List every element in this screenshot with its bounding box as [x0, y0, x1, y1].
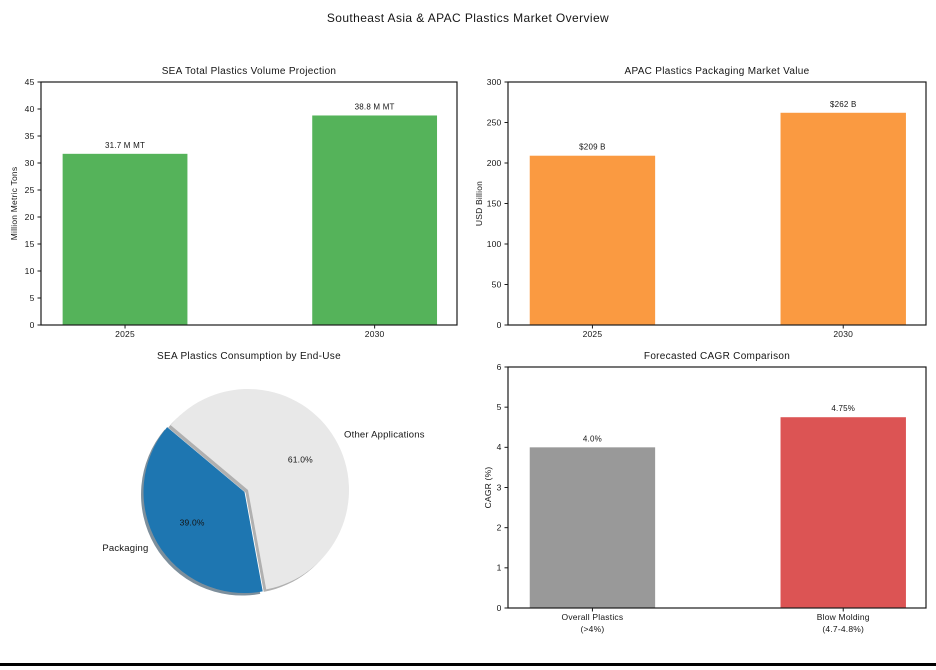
- y-tick-label: 6: [497, 362, 502, 372]
- y-axis-label: CAGR (%): [483, 467, 493, 509]
- chart-sea-volume: SEA Total Plastics Volume Projection Mill…: [9, 66, 458, 339]
- y-tick-label: 45: [25, 77, 35, 87]
- y-tick-label: 1: [497, 563, 502, 573]
- y-tick-label: 30: [25, 158, 35, 168]
- x-tick-label: 2030: [833, 329, 853, 339]
- y-tick-label: 5: [497, 402, 502, 412]
- pie-slice: [170, 388, 350, 590]
- y-tick-label: 25: [25, 185, 35, 195]
- bar: [312, 115, 438, 325]
- bar: [529, 155, 656, 325]
- chart-title: SEA Plastics Consumption by End-Use: [157, 351, 341, 362]
- pie-slice: [143, 427, 263, 594]
- bottom-rule: [0, 663, 936, 666]
- y-tick-label: 0: [497, 320, 502, 330]
- y-tick-label: 300: [487, 77, 502, 87]
- bar: [780, 417, 906, 608]
- axes-frame: [507, 366, 927, 609]
- y-tick-label: 10: [25, 266, 35, 276]
- y-tick-label: 3: [497, 482, 502, 492]
- y-tick-label: 40: [25, 104, 35, 114]
- y-tick-label: 0: [30, 320, 35, 330]
- y-tick-label: 4: [497, 442, 502, 452]
- y-tick-label: 2: [497, 523, 502, 533]
- y-tick-label: 50: [492, 279, 502, 289]
- y-tick-label: 150: [487, 198, 502, 208]
- bar: [529, 447, 656, 608]
- figure-title: Southeast Asia & APAC Plastics Market Ov…: [326, 11, 610, 25]
- x-tick-label: 2025: [583, 329, 603, 339]
- x-tick-label: (4.7-4.8%): [822, 624, 864, 634]
- bar-value-label: 38.8 M MT: [355, 102, 395, 111]
- y-tick-label: 0: [497, 603, 502, 613]
- chart-apac-value: APAC Plastics Packaging Market Value USD …: [474, 66, 927, 339]
- bar: [62, 153, 188, 325]
- bar: [780, 112, 906, 325]
- y-tick-label: 35: [25, 131, 35, 141]
- y-tick-label: 20: [25, 212, 35, 222]
- x-tick-label: 2025: [115, 329, 135, 339]
- bar-value-label: 4.0%: [583, 434, 602, 443]
- bar-value-label: 4.75%: [831, 404, 855, 413]
- chart-title: Forecasted CAGR Comparison: [644, 351, 790, 362]
- axes-frame: [40, 81, 458, 326]
- bar-value-label: 31.7 M MT: [105, 141, 145, 150]
- x-tick-label: Overall Plastics: [562, 612, 624, 622]
- axes-frame: [507, 81, 927, 326]
- y-tick-label: 100: [487, 239, 502, 249]
- chart-end-use-pie: SEA Plastics Consumption by End-Use Packa…: [102, 351, 425, 596]
- pie-slice-pct: 39.0%: [180, 518, 205, 528]
- x-tick-label: 2030: [365, 329, 385, 339]
- y-axis-label: USD Billion: [474, 181, 484, 226]
- pie-slice-label: Other Applications: [344, 429, 425, 440]
- y-tick-label: 5: [30, 293, 35, 303]
- y-tick-label: 15: [25, 239, 35, 249]
- pie-slice-label: Packaging: [102, 543, 148, 554]
- y-axis-label: Million Metric Tons: [9, 167, 19, 241]
- y-tick-label: 200: [487, 158, 502, 168]
- y-tick-label: 250: [487, 117, 502, 127]
- pie-slice-pct: 61.0%: [288, 455, 313, 465]
- bar-value-label: $262 B: [830, 100, 857, 109]
- bar-value-label: $209 B: [579, 143, 606, 152]
- chart-title: SEA Total Plastics Volume Projection: [162, 66, 337, 77]
- chart-title: APAC Plastics Packaging Market Value: [625, 66, 810, 77]
- chart-cagr: Forecasted CAGR Comparison CAGR (%) 0 1 2 3 4 5…: [483, 351, 927, 634]
- x-tick-label: Blow Molding: [817, 612, 870, 622]
- x-tick-label: (>4%): [580, 624, 604, 634]
